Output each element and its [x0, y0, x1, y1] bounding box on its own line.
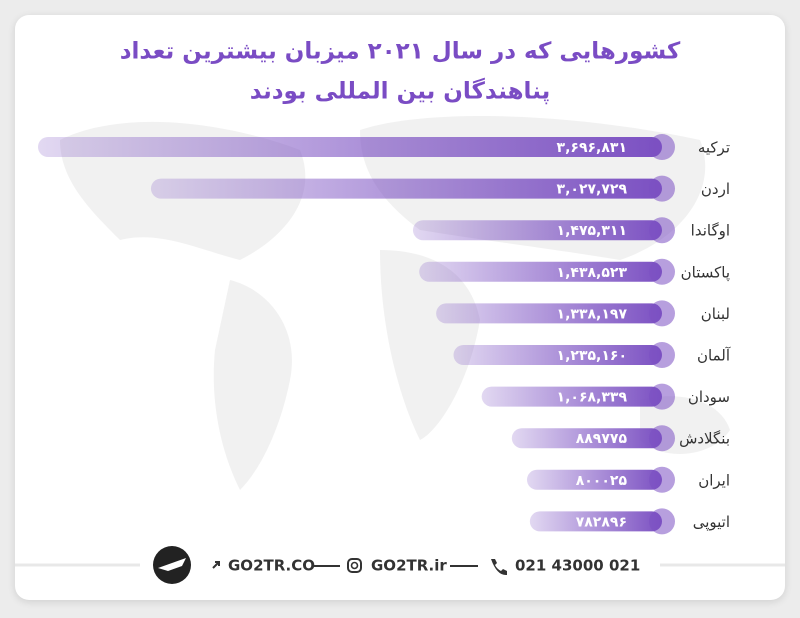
bar-cap [649, 175, 675, 202]
bar-cap [649, 258, 675, 285]
value-label: ۱,۳۳۸,۱۹۷ [557, 306, 628, 322]
category-label: سودان [688, 388, 730, 406]
category-label: پاکستان [681, 263, 730, 282]
value-label: ۸۰۰۰۲۵ [576, 473, 628, 489]
category-label: ایران [698, 471, 730, 489]
bar-cap [649, 217, 675, 244]
bar [481, 386, 662, 407]
phone: 021 43000 021 [515, 557, 640, 575]
chart-title: پناهندگان بین المللی بودند [250, 78, 550, 105]
footer: GO2TR.CO GO2TR.ir 021 43000 021 [15, 546, 785, 584]
bar [150, 178, 662, 199]
category-label: اوگاندا [691, 222, 730, 240]
bar [38, 137, 662, 157]
category-label: لبنان [701, 305, 730, 323]
category-label: ترکیه [698, 139, 730, 157]
bar [526, 469, 662, 490]
bar-cap [649, 383, 675, 410]
instagram-icon [350, 561, 359, 570]
category-label: اتیوپی [693, 513, 730, 532]
bar-cap [649, 300, 675, 327]
value-label: ۱,۰۶۸,۳۳۹ [557, 390, 628, 406]
value-label: ۳,۶۹۶,۸۳۱ [557, 140, 627, 156]
bar-cap [649, 466, 675, 493]
bar-cap [649, 134, 675, 160]
value-label: ۱,۴۳۸,۵۲۳ [557, 265, 628, 281]
bar [529, 511, 662, 532]
category-label: آلمان [697, 347, 731, 365]
bar-cap [649, 425, 675, 452]
website: GO2TR.CO [228, 557, 315, 575]
bar-cap [649, 508, 675, 535]
value-label: ۳,۰۲۷,۷۲۹ [557, 182, 628, 198]
value-label: ۸۸۹۷۷۵ [576, 431, 628, 447]
bar [419, 261, 662, 282]
chart-title: کشورهایی که در سال ۲۰۲۱ میزبان بیشترین ت… [120, 39, 681, 65]
bar-cap [649, 342, 675, 368]
category-label: اردن [701, 180, 730, 198]
bar [511, 428, 662, 449]
value-label: ۱,۲۳۵,۱۶۰ [557, 348, 627, 364]
value-label: ۷۸۲۸۹۶ [576, 514, 627, 530]
value-label: ۱,۴۷۵,۳۱۱ [557, 223, 627, 239]
phone-icon [491, 559, 507, 576]
instagram-icon [347, 558, 362, 573]
category-label: بنگلادش [679, 430, 730, 448]
bar [412, 220, 662, 241]
link-icon [212, 561, 220, 569]
logo-plane [158, 558, 186, 571]
instagram: GO2TR.ir [371, 557, 447, 575]
bar [453, 345, 662, 365]
bar [436, 303, 662, 324]
